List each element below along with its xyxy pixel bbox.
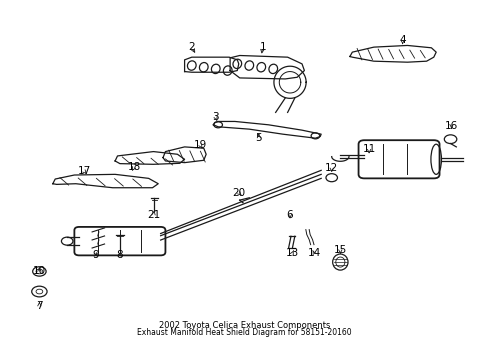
Text: Exhaust Manifold Heat Shield Diagram for 58151-20160: Exhaust Manifold Heat Shield Diagram for… — [137, 328, 351, 337]
Text: 1: 1 — [259, 42, 265, 52]
Text: 4: 4 — [399, 35, 405, 45]
Text: 6: 6 — [286, 210, 293, 220]
Text: 21: 21 — [146, 210, 160, 220]
Text: 2: 2 — [188, 42, 195, 52]
Text: 12: 12 — [325, 163, 338, 173]
Text: 3: 3 — [212, 112, 219, 122]
Text: 9: 9 — [92, 250, 99, 260]
Text: 2002 Toyota Celica Exhaust Components: 2002 Toyota Celica Exhaust Components — [159, 321, 329, 330]
Text: 10: 10 — [33, 266, 46, 276]
Text: 17: 17 — [77, 166, 90, 176]
Text: 16: 16 — [444, 121, 457, 131]
Text: 19: 19 — [193, 140, 206, 150]
Text: 15: 15 — [333, 245, 346, 255]
Text: 13: 13 — [285, 248, 299, 258]
Text: 14: 14 — [307, 248, 320, 258]
Text: 5: 5 — [255, 132, 262, 143]
Text: 11: 11 — [362, 144, 375, 154]
Text: 8: 8 — [116, 250, 123, 260]
Text: 7: 7 — [36, 301, 42, 311]
Text: 18: 18 — [127, 162, 141, 172]
Text: 20: 20 — [232, 188, 245, 198]
